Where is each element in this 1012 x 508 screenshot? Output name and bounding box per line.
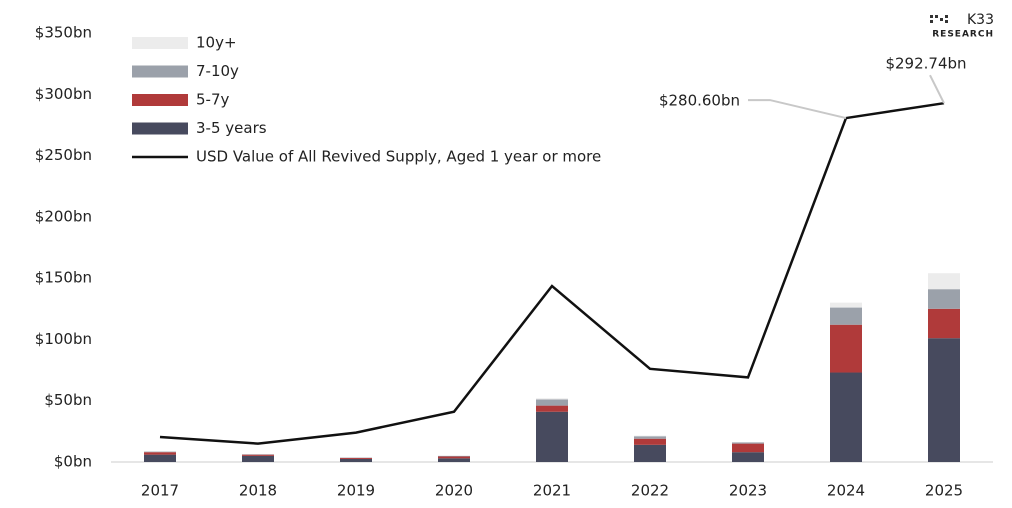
bar-segment: [242, 455, 274, 462]
bar-segment: [340, 457, 372, 459]
x-tick-label: 2023: [729, 482, 767, 500]
x-tick-label: 2021: [533, 482, 571, 500]
x-tick-label: 2020: [435, 482, 473, 500]
bar-segment: [634, 438, 666, 445]
y-tick-label: $300bn: [35, 85, 92, 103]
brand-name: K33: [967, 12, 994, 28]
bar-segment: [438, 458, 470, 462]
legend-label: 7-10y: [196, 62, 239, 80]
legend-label: 3-5 years: [196, 119, 267, 137]
legend-label: 5-7y: [196, 91, 229, 109]
bar-segment: [928, 338, 960, 462]
y-tick-label: $100bn: [35, 330, 92, 348]
bar-segment: [830, 307, 862, 325]
x-tick-label: 2024: [827, 482, 865, 500]
y-tick-label: $50bn: [44, 391, 92, 409]
bar-segment: [438, 455, 470, 457]
y-tick-label: $200bn: [35, 207, 92, 225]
bar-segment: [144, 451, 176, 453]
line: [159, 101, 945, 445]
bar-segment: [536, 399, 568, 406]
legend-swatch: [132, 94, 188, 106]
bar-segment: [928, 308, 960, 339]
x-tick-label: 2025: [925, 482, 963, 500]
bar-segment: [928, 273, 960, 290]
y-tick-label: $0bn: [54, 453, 92, 471]
y-tick-label: $150bn: [35, 269, 92, 287]
bar-segment: [830, 372, 862, 462]
bar-segment: [634, 444, 666, 462]
legend-swatch: [132, 65, 188, 78]
bar-segment: [438, 456, 470, 459]
leader-line: [748, 99, 847, 120]
brand-icon: [930, 15, 948, 23]
bar-segment: [144, 452, 176, 455]
data-label: $280.60bn: [659, 92, 740, 110]
legend-label: USD Value of All Revived Supply, Aged 1 …: [196, 148, 601, 166]
bar-segment: [242, 454, 274, 456]
bar-segment: [830, 324, 862, 373]
bar-segment: [732, 452, 764, 462]
bar-segment: [830, 302, 862, 308]
y-tick-label: $250bn: [35, 146, 92, 164]
bar-segment: [928, 289, 960, 309]
bar-segment: [536, 405, 568, 412]
x-tick-label: 2022: [631, 482, 669, 500]
bar-segment: [144, 454, 176, 462]
legend-label: 10y+: [196, 34, 237, 52]
brand-subtitle: RESEARCH: [932, 30, 994, 40]
bar-segment: [732, 442, 764, 444]
x-tick-label: 2019: [337, 482, 375, 500]
bar-segment: [634, 435, 666, 437]
bar-segment: [732, 443, 764, 453]
data-label: $292.74bn: [885, 55, 966, 73]
x-tick-label: 2017: [141, 482, 179, 500]
bar-segment: [634, 436, 666, 439]
x-tick-label: 2018: [239, 482, 277, 500]
legend-swatch: [132, 122, 188, 135]
y-tick-label: $350bn: [35, 24, 92, 42]
leader-line: [929, 74, 945, 104]
bar-segment: [536, 398, 568, 400]
bar-segment: [340, 458, 372, 462]
bar-segment: [536, 411, 568, 462]
legend-swatch: [132, 37, 188, 49]
